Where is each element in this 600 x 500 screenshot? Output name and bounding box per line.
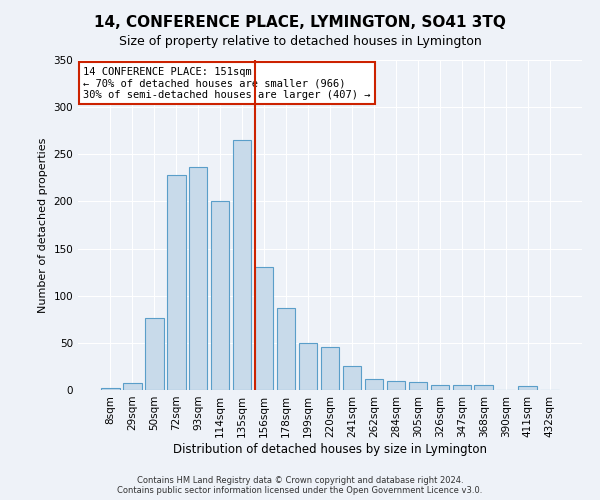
Text: 14, CONFERENCE PLACE, LYMINGTON, SO41 3TQ: 14, CONFERENCE PLACE, LYMINGTON, SO41 3T…: [94, 15, 506, 30]
Y-axis label: Number of detached properties: Number of detached properties: [38, 138, 48, 312]
Bar: [277, 308, 295, 390]
Bar: [320, 346, 340, 390]
Text: Contains HM Land Registry data © Crown copyright and database right 2024.
Contai: Contains HM Land Registry data © Crown c…: [118, 476, 482, 495]
Bar: [145, 318, 164, 390]
Bar: [233, 140, 251, 390]
Bar: [123, 384, 142, 390]
Text: Size of property relative to detached houses in Lymington: Size of property relative to detached ho…: [119, 35, 481, 48]
Bar: [518, 386, 537, 390]
Bar: [409, 382, 427, 390]
Bar: [431, 386, 449, 390]
Bar: [475, 386, 493, 390]
Bar: [167, 175, 185, 390]
X-axis label: Distribution of detached houses by size in Lymington: Distribution of detached houses by size …: [173, 442, 487, 456]
Bar: [101, 388, 119, 390]
Bar: [386, 380, 405, 390]
Bar: [452, 386, 471, 390]
Bar: [255, 268, 274, 390]
Bar: [299, 343, 317, 390]
Bar: [343, 366, 361, 390]
Bar: [365, 378, 383, 390]
Bar: [189, 168, 208, 390]
Text: 14 CONFERENCE PLACE: 151sqm
← 70% of detached houses are smaller (966)
30% of se: 14 CONFERENCE PLACE: 151sqm ← 70% of det…: [83, 66, 371, 100]
Bar: [211, 202, 229, 390]
